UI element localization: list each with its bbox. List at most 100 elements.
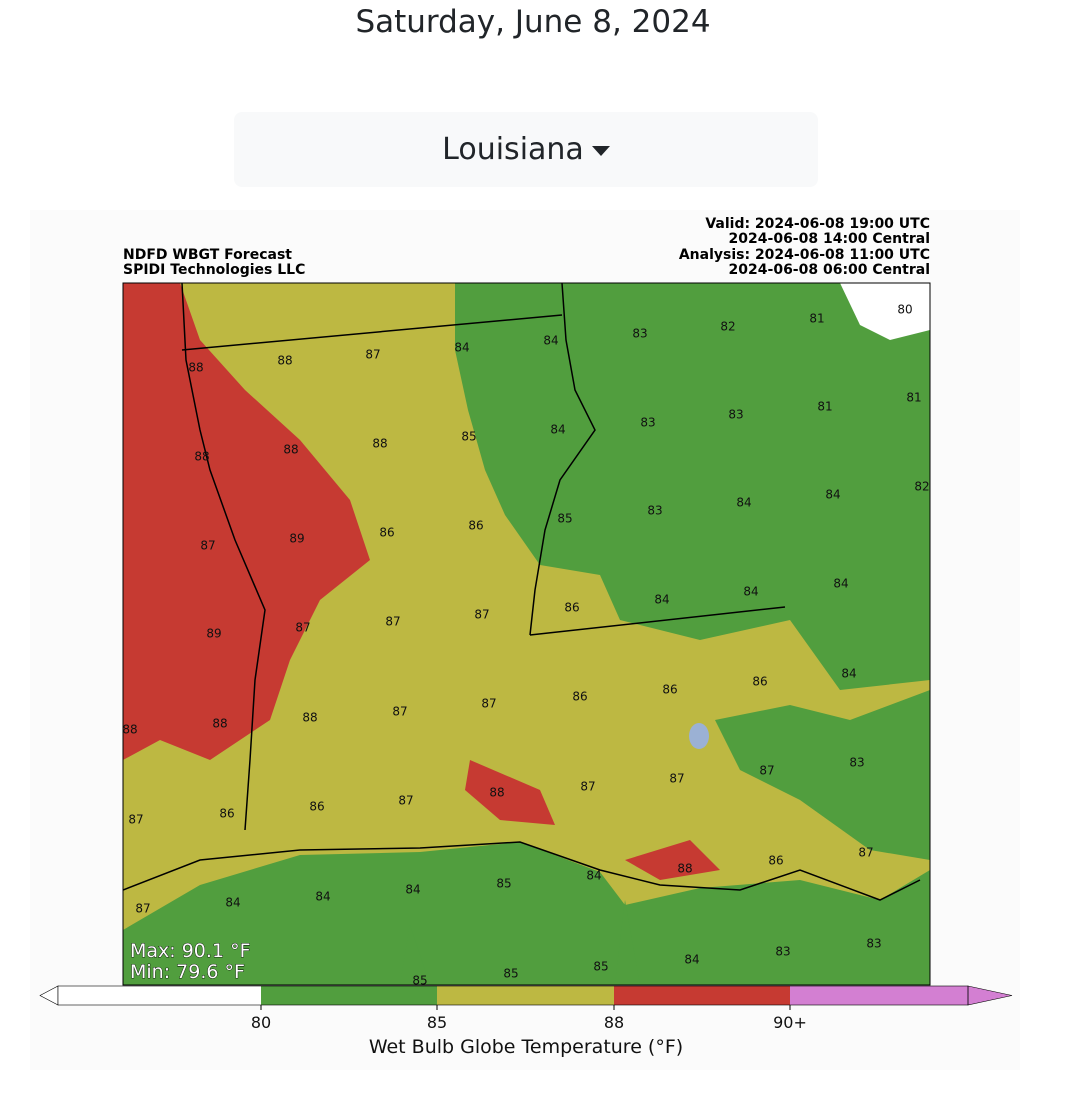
map-value-label: 84 (841, 667, 856, 681)
map-value-label: 87 (858, 846, 873, 860)
colorbar-segment (261, 986, 437, 1005)
valid-central: 2024-06-08 14:00 Central (729, 231, 930, 247)
region (625, 840, 720, 880)
map-value-label: 86 (468, 519, 483, 533)
map-value-label: 88 (212, 717, 227, 731)
map-subtitle: SPIDI Technologies LLC (123, 262, 305, 278)
map-value-label: 86 (379, 526, 394, 540)
map-value-label: 86 (219, 807, 234, 821)
colorbar-segment (437, 986, 614, 1005)
map-value-label: 82 (914, 480, 929, 494)
map-value-label: 83 (728, 408, 743, 422)
map-value-label: 83 (647, 504, 662, 518)
map-value-label: 86 (564, 601, 579, 615)
map-value-label: 87 (481, 697, 496, 711)
region (715, 690, 930, 860)
map-value-label: 88 (122, 723, 137, 737)
map-value-label: 88 (677, 862, 692, 876)
region (123, 283, 370, 760)
map-figure: NDFD WBGT Forecast SPIDI Technologies LL… (30, 210, 1020, 1070)
map-value-label: 84 (825, 488, 840, 502)
figure: NDFD WBGT Forecast SPIDI Technologies LL… (30, 210, 1020, 1070)
map-value-label: 88 (283, 443, 298, 457)
map-value-label: 86 (752, 675, 767, 689)
colorbar-frame (57, 985, 969, 1006)
map-value-label: 87 (398, 794, 413, 808)
map-value-label: 88 (277, 354, 292, 368)
map-value-label: 84 (586, 869, 601, 883)
lake (689, 723, 709, 749)
map-value-label: 84 (833, 577, 848, 591)
colorbar-tick-label: 80 (251, 1013, 271, 1032)
map (123, 283, 930, 985)
dropdown-label: Louisiana (442, 132, 584, 167)
map-value-label: 87 (759, 764, 774, 778)
map-value-label: 87 (669, 772, 684, 786)
map-title: NDFD WBGT Forecast (123, 247, 292, 263)
map-value-label: 87 (135, 902, 150, 916)
colorbar-tick-label: 85 (427, 1013, 447, 1032)
map-value-label: 85 (503, 967, 518, 981)
valid-utc: Valid: 2024-06-08 19:00 UTC (705, 216, 930, 232)
state-dropdown[interactable]: Louisiana (234, 112, 818, 187)
region (400, 925, 430, 985)
colorbar-label: Wet Bulb Globe Temperature (°F) (369, 1036, 683, 1058)
map-value-label: 83 (632, 327, 647, 341)
map-value-label: 85 (461, 430, 476, 444)
map-value-label: 85 (593, 960, 608, 974)
map-value-label: 84 (550, 423, 565, 437)
map-value-label: 84 (654, 593, 669, 607)
map-value-label: 86 (572, 690, 587, 704)
map-value-label: 84 (684, 953, 699, 967)
colorbar-tick-label: 88 (604, 1013, 624, 1032)
map-value-label: 89 (289, 532, 304, 546)
map-value-label: 81 (817, 400, 832, 414)
map-value-label: 88 (489, 786, 504, 800)
map-value-label: 88 (194, 450, 209, 464)
min-text: Min: 79.6 °F (130, 961, 245, 983)
map-value-label: 84 (315, 890, 330, 904)
region (465, 760, 555, 825)
map-frame (122, 282, 931, 986)
map-value-label: 84 (736, 496, 751, 510)
colorbar-segment (614, 986, 790, 1005)
map-value-label: 89 (206, 627, 221, 641)
map-value-label: 87 (474, 608, 489, 622)
map-value-label: 87 (200, 539, 215, 553)
map-value-label: 83 (866, 937, 881, 951)
map-value-label: 85 (496, 877, 511, 891)
region (123, 842, 930, 985)
colorbar: 80 85 88 90+ (39, 985, 1013, 1032)
map-value-label: 84 (543, 334, 558, 348)
colorbar-tick-label: 90+ (773, 1013, 807, 1032)
boundaries (123, 283, 921, 901)
map-value-label: 84 (743, 585, 758, 599)
map-value-label: 88 (302, 711, 317, 725)
map-value-label: 87 (392, 705, 407, 719)
map-value-label: 81 (906, 391, 921, 405)
map-value-label: 86 (309, 800, 324, 814)
map-value-label: 82 (720, 320, 735, 334)
map-value-label: 84 (454, 341, 469, 355)
map-value-label: 84 (225, 896, 240, 910)
map-value-label: 87 (365, 348, 380, 362)
analysis-central: 2024-06-08 06:00 Central (729, 262, 930, 278)
map-value-label: 87 (128, 813, 143, 827)
map-value-label: 86 (768, 854, 783, 868)
map-value-label: 88 (188, 361, 203, 375)
region (615, 900, 640, 985)
max-text: Max: 90.1 °F (130, 940, 251, 962)
map-value-label: 85 (412, 974, 427, 988)
map-value-label: 86 (662, 683, 677, 697)
map-value-label: 87 (385, 615, 400, 629)
region (840, 283, 930, 340)
date-heading: Saturday, June 8, 2024 (355, 4, 711, 40)
colorbar-segment (790, 986, 968, 1005)
analysis-utc: Analysis: 2024-06-08 11:00 UTC (679, 247, 930, 263)
colorbar-segment (58, 986, 261, 1005)
map-value-label: 80 (897, 303, 912, 317)
map-value-label: 88 (372, 437, 387, 451)
map-value-label: 85 (557, 512, 572, 526)
map-value-label: 81 (809, 312, 824, 326)
map-value-label: 83 (849, 756, 864, 770)
